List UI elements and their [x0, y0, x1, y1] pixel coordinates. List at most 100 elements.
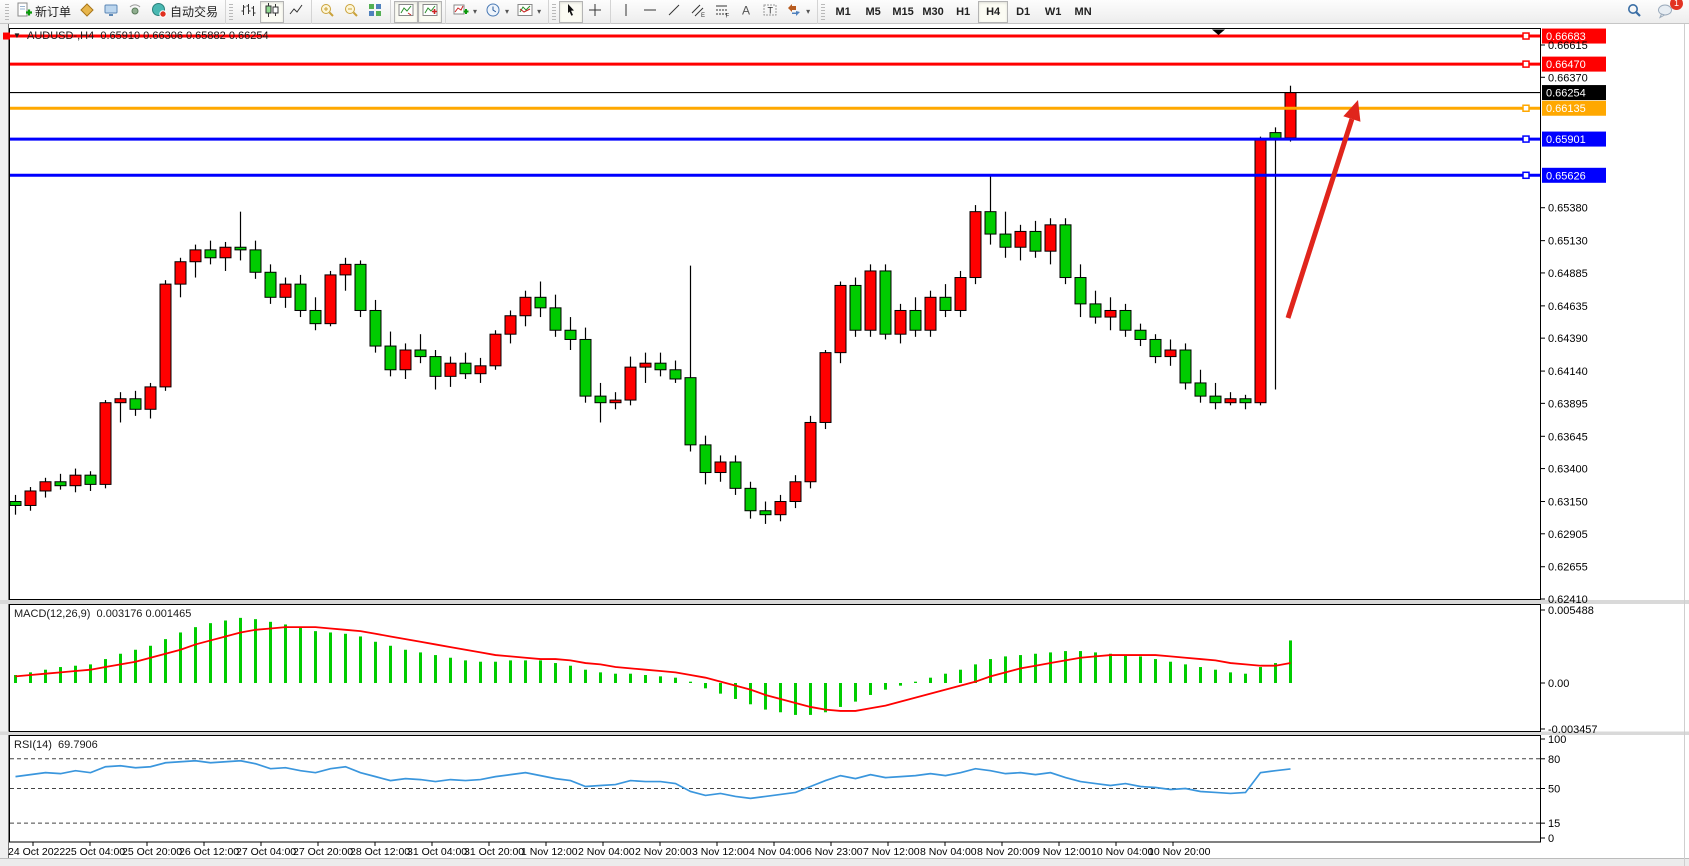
svg-text:0.63895: 0.63895: [1548, 398, 1588, 410]
timeframe-mn[interactable]: MN: [1068, 1, 1098, 23]
indicator-window-icon: [398, 2, 414, 21]
tile-windows-button[interactable]: [363, 1, 387, 23]
zoom-out-button[interactable]: [339, 1, 363, 23]
trendline-button[interactable]: [662, 1, 686, 23]
indicator-window-group: [390, 0, 445, 24]
panel-resize-handle-rsi[interactable]: [0, 731, 1689, 736]
objects-group: E F A T ▾: [610, 0, 817, 24]
templates-button[interactable]: ▾: [513, 1, 545, 23]
svg-text:0.00: 0.00: [1548, 678, 1569, 690]
svg-text:9 Nov 12:00: 9 Nov 12:00: [1034, 846, 1091, 858]
svg-text:1 Nov 12:00: 1 Nov 12:00: [521, 846, 578, 858]
fibonacci-button[interactable]: F: [710, 1, 734, 23]
timeframe-h1[interactable]: H1: [948, 1, 978, 23]
indicator-window-button-1[interactable]: [394, 0, 419, 23]
text-button[interactable]: A: [734, 1, 758, 23]
new-order-icon: [16, 2, 32, 21]
one-click-expander-icon[interactable]: ▼: [13, 31, 21, 40]
periods-button[interactable]: ▾: [481, 1, 513, 23]
svg-text:F: F: [726, 14, 730, 19]
signals-button[interactable]: [123, 1, 147, 23]
svg-text:7 Nov 12:00: 7 Nov 12:00: [863, 846, 920, 858]
timeframe-m5[interactable]: M5: [858, 1, 888, 23]
svg-text:A: A: [742, 4, 750, 18]
text-icon: A: [738, 2, 754, 21]
rsi-current-value: 69.7906: [58, 739, 98, 751]
toolbar-grip[interactable]: [229, 3, 234, 20]
trade-group: 新订单 自动交易: [2, 0, 225, 24]
zoom-in-button[interactable]: [315, 1, 339, 23]
candlestick-chart-button[interactable]: [260, 0, 285, 23]
svg-text:-0.003457: -0.003457: [1548, 724, 1598, 736]
text-label-button[interactable]: T: [758, 1, 782, 23]
chevron-down-icon: ▾: [505, 7, 510, 16]
line-chart-button[interactable]: [284, 1, 308, 23]
crosshair-button[interactable]: [583, 1, 607, 23]
cursor-button[interactable]: [559, 0, 584, 23]
scroll-position-marker[interactable]: [1212, 29, 1225, 36]
indicator-window-button-2[interactable]: [418, 0, 443, 23]
toolbar-right: 1: [1622, 0, 1687, 23]
svg-text:28 Oct 12:00: 28 Oct 12:00: [350, 846, 410, 858]
line-anchor-handle[interactable]: [3, 32, 10, 40]
svg-text:4 Nov 04:00: 4 Nov 04:00: [749, 846, 806, 858]
terminal-icon: [103, 2, 119, 21]
market-watch-button[interactable]: [75, 1, 99, 23]
horizontal-line-button[interactable]: [638, 1, 662, 23]
vertical-line-button[interactable]: [614, 1, 638, 23]
timeframe-h4[interactable]: H4: [978, 0, 1009, 23]
chat-bubble-icon: [1657, 2, 1675, 22]
panel-resize-handle-macd[interactable]: [0, 600, 1689, 605]
bar-chart-button[interactable]: [236, 1, 260, 23]
svg-text:27 Oct 20:00: 27 Oct 20:00: [293, 846, 353, 858]
macd-current-values: 0.003176 0.001465: [96, 608, 192, 620]
svg-text:0.65380: 0.65380: [1548, 203, 1588, 215]
new-order-button[interactable]: 新订单: [12, 1, 75, 23]
zoom-group: [311, 0, 390, 24]
auto-trading-button[interactable]: 自动交易: [147, 1, 222, 23]
timeframe-w1[interactable]: W1: [1038, 1, 1068, 23]
templates-icon: [517, 2, 533, 21]
candlestick-series: [9, 85, 1297, 524]
fibonacci-icon: F: [714, 2, 730, 21]
search-button[interactable]: [1622, 1, 1647, 23]
timeframe-m30[interactable]: M30: [918, 1, 948, 23]
time-axis[interactable]: [10, 834, 1540, 858]
toolbar-grip[interactable]: [821, 3, 826, 20]
svg-text:T: T: [768, 6, 774, 16]
toolbar-grip[interactable]: [5, 3, 9, 20]
svg-text:0.66370: 0.66370: [1548, 72, 1588, 84]
new-order-label: 新订单: [35, 5, 72, 19]
search-icon: [1626, 2, 1643, 22]
trend-arrow-annotation[interactable]: [1285, 118, 1355, 319]
chart-canvas[interactable]: 0.66683 0.66470 0.66135 0.65901 0.65626 0.662…: [0, 24, 1689, 866]
trend-arrow-head: [1343, 100, 1361, 122]
toolbar-grip[interactable]: [552, 3, 557, 20]
svg-text:0.005488: 0.005488: [1548, 605, 1594, 617]
svg-text:26 Oct 12:00: 26 Oct 12:00: [179, 846, 239, 858]
svg-text:0: 0: [1548, 833, 1554, 845]
svg-text:0.65626: 0.65626: [1546, 170, 1586, 182]
svg-text:10 Nov 20:00: 10 Nov 20:00: [1148, 846, 1211, 858]
price-axis[interactable]: [1541, 24, 1689, 842]
svg-text:10 Nov 04:00: 10 Nov 04:00: [1091, 846, 1154, 858]
text-label-icon: T: [762, 2, 778, 21]
chat-button[interactable]: [1653, 1, 1679, 23]
add-indicator-icon: [453, 2, 469, 21]
add-indicator-button[interactable]: ▾: [449, 1, 481, 23]
timeframe-d1[interactable]: D1: [1008, 1, 1038, 23]
indicator-window-add-icon: [422, 2, 438, 21]
timeframe-m15[interactable]: M15: [888, 1, 918, 23]
svg-text:100: 100: [1548, 734, 1566, 746]
channel-button[interactable]: E: [686, 1, 710, 23]
cursor-group: [548, 0, 610, 24]
terminal-button[interactable]: [99, 1, 123, 23]
svg-text:15: 15: [1548, 818, 1560, 830]
auto-trading-icon: [151, 2, 167, 21]
vertical-line-icon: [618, 2, 634, 21]
svg-text:0.66683: 0.66683: [1546, 31, 1586, 43]
svg-text:0.65901: 0.65901: [1546, 134, 1586, 146]
timeframe-m1[interactable]: M1: [828, 1, 858, 23]
market-watch-icon: [79, 2, 95, 21]
arrows-button[interactable]: ▾: [782, 1, 814, 23]
